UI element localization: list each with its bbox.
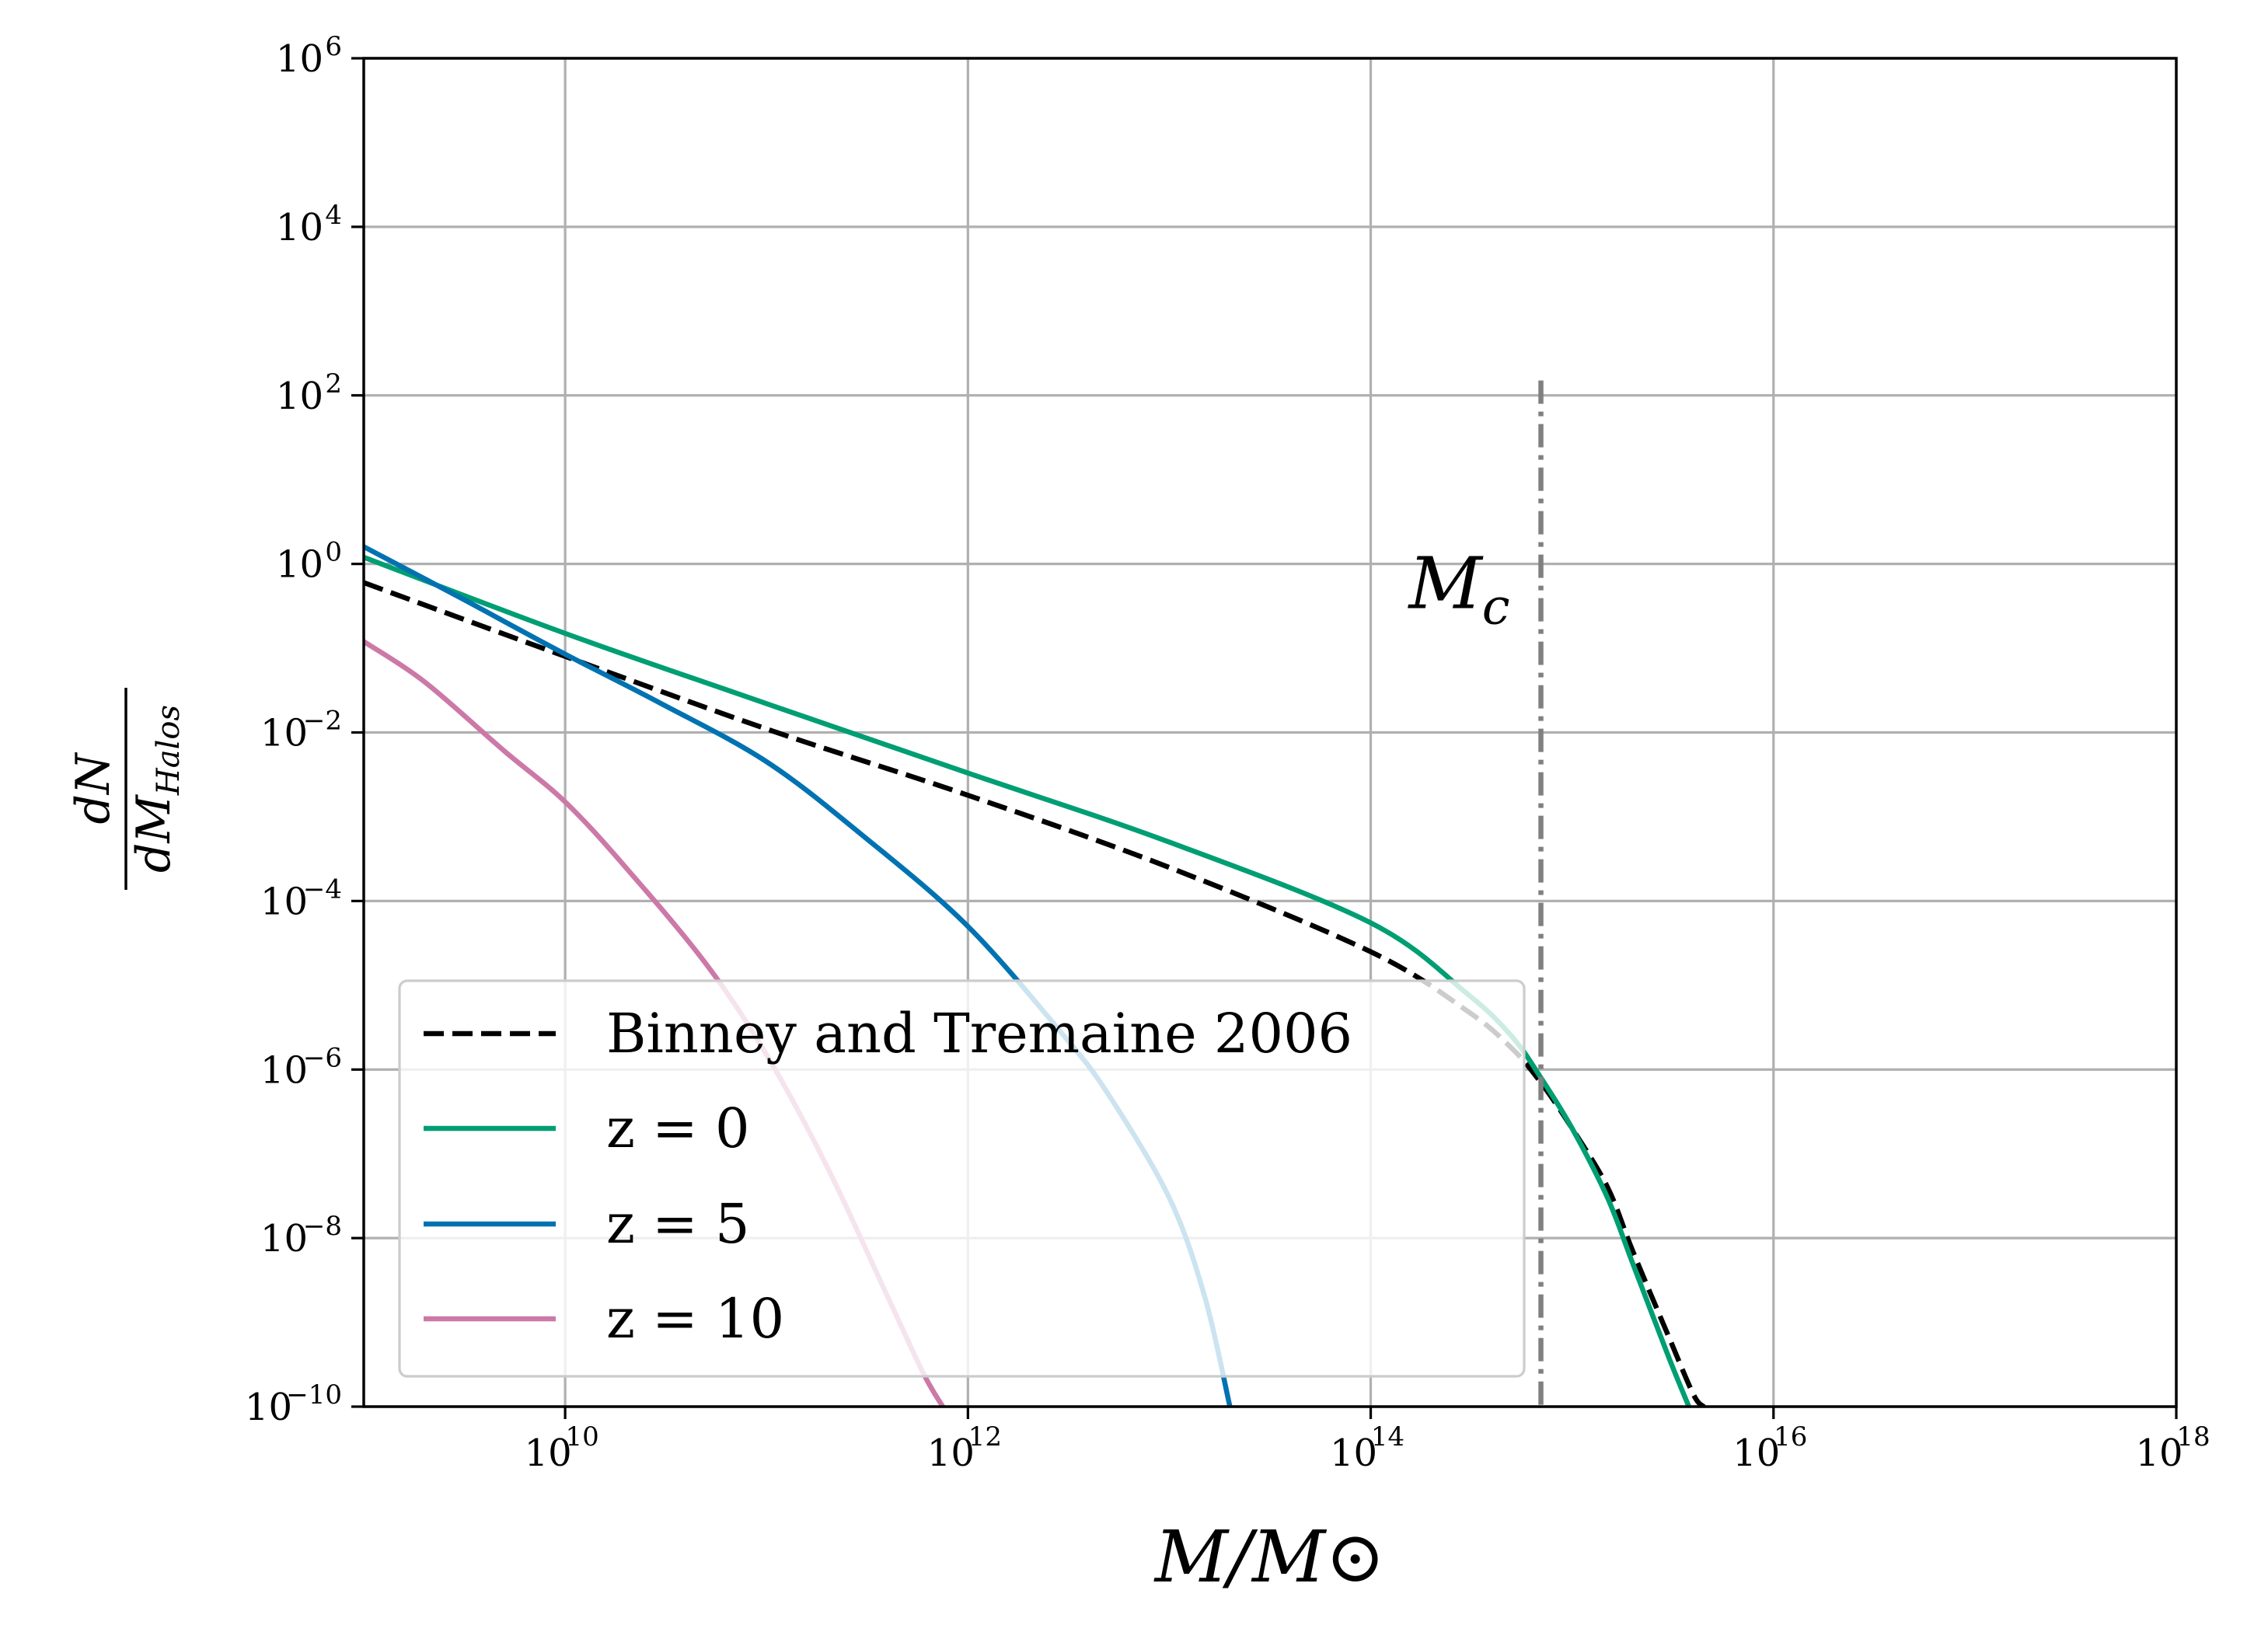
x-tick-label: 10 <box>1330 1432 1377 1475</box>
legend-label: z = 0 <box>606 1097 750 1160</box>
x-tick-label: 10 <box>2135 1432 2183 1475</box>
y-tick-exponent: 4 <box>325 200 342 231</box>
y-tick-exponent: −8 <box>303 1211 342 1242</box>
y-tick-label: 10 <box>245 1386 292 1429</box>
x-tick-exponent: 16 <box>1774 1421 1807 1452</box>
y-tick-exponent: −2 <box>303 706 342 737</box>
y-tick-exponent: 6 <box>325 31 342 62</box>
y-tick-exponent: 0 <box>325 537 342 568</box>
legend-label: Binney and Tremaine 2006 <box>606 1002 1352 1065</box>
y-tick-exponent: −6 <box>303 1042 342 1073</box>
legend: Binney and Tremaine 2006 z = 0 z = 5 z = 10 <box>398 979 1526 1378</box>
legend-label: z = 10 <box>606 1287 784 1351</box>
y-tick-label: 10 <box>276 543 323 587</box>
y-tick-exponent: −10 <box>286 1379 342 1411</box>
x-axis-label: M/M⊙ <box>1153 1515 1385 1599</box>
y-tick-label: 10 <box>260 712 308 755</box>
y-tick-label: 10 <box>260 1048 308 1092</box>
x-tick-label: 10 <box>525 1432 572 1475</box>
y-tick-label: 10 <box>276 206 323 249</box>
y-tick-label: 10 <box>276 37 323 81</box>
x-tick-exponent: 12 <box>968 1421 1002 1452</box>
y-label-numerator: dN <box>66 751 120 824</box>
x-tick-exponent: 10 <box>565 1421 598 1452</box>
x-axis-label-text: M/M⊙ <box>1153 1515 1385 1599</box>
x-tick-label: 10 <box>1732 1432 1780 1475</box>
series-line <box>364 554 1691 1407</box>
series-line <box>364 580 1706 1407</box>
legend-label: z = 5 <box>606 1192 750 1256</box>
y-tick-label: 10 <box>276 375 323 418</box>
x-tick-exponent: 14 <box>1371 1421 1404 1452</box>
y-label-denominator: dMHalos <box>127 705 187 873</box>
y-tick-exponent: −4 <box>303 874 342 905</box>
x-tick-label: 10 <box>927 1432 975 1475</box>
y-tick-exponent: 2 <box>325 368 342 399</box>
critical-mass-label: Mc <box>1408 542 1510 636</box>
legend-box <box>398 979 1526 1378</box>
y-tick-label: 10 <box>260 880 308 923</box>
y-tick-label: 10 <box>260 1217 308 1261</box>
x-tick-exponent: 18 <box>2176 1421 2210 1452</box>
